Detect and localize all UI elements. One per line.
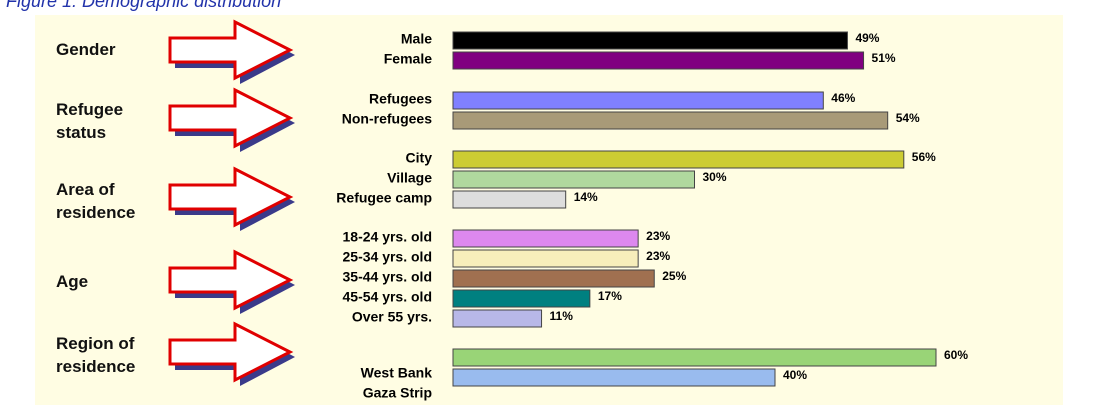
bar: [452, 309, 543, 328]
value-label: 51%: [872, 51, 896, 65]
value-label: 56%: [912, 150, 936, 164]
category-label: 25-34 yrs. old: [343, 249, 433, 265]
value-label: 46%: [831, 91, 855, 105]
value-label: 60%: [944, 348, 968, 362]
value-label: 23%: [646, 229, 670, 243]
bar: [452, 31, 848, 50]
category-label: 18-24 yrs. old: [343, 229, 433, 245]
bar: [452, 170, 695, 189]
chart-title: Figure 1: Demographic distribution: [6, 0, 281, 11]
bar: [452, 289, 591, 308]
bar: [452, 51, 865, 70]
value-label: 30%: [703, 170, 727, 184]
category-label: West Bank: [361, 365, 433, 381]
bar: [452, 91, 824, 110]
category-label: 45-54 yrs. old: [343, 289, 433, 305]
value-label: 54%: [896, 111, 920, 125]
bar: [452, 150, 905, 169]
category-label: Village: [387, 170, 432, 186]
value-label: 17%: [598, 289, 622, 303]
group-label: Area of residence: [56, 180, 136, 222]
group-label: Refugee status: [56, 100, 124, 142]
bar: [452, 348, 937, 367]
bar: [452, 269, 655, 288]
bar: [452, 190, 567, 209]
bar: [452, 229, 639, 248]
bar: [452, 368, 776, 387]
group-label: Age: [56, 272, 89, 291]
group-label: Gender: [56, 40, 116, 59]
category-label: Male: [401, 31, 432, 47]
value-label: 40%: [783, 368, 807, 382]
bar: [452, 111, 889, 130]
value-label: 11%: [550, 309, 574, 323]
value-label: 25%: [662, 269, 686, 283]
category-label: Refugee camp: [336, 190, 432, 206]
category-label: 35-44 yrs. old: [343, 269, 433, 285]
category-label: Non-refugees: [342, 111, 432, 127]
bar: [452, 249, 639, 268]
category-label: City: [406, 150, 433, 166]
category-label: Refugees: [369, 91, 432, 107]
category-label: Over 55 yrs.: [352, 309, 432, 325]
group-label: Region of residence: [56, 334, 136, 376]
category-label: Gaza Strip: [363, 385, 432, 401]
value-label: 23%: [646, 249, 670, 263]
value-label: 14%: [574, 190, 598, 204]
category-label: Female: [384, 51, 432, 67]
value-label: 49%: [855, 31, 879, 45]
